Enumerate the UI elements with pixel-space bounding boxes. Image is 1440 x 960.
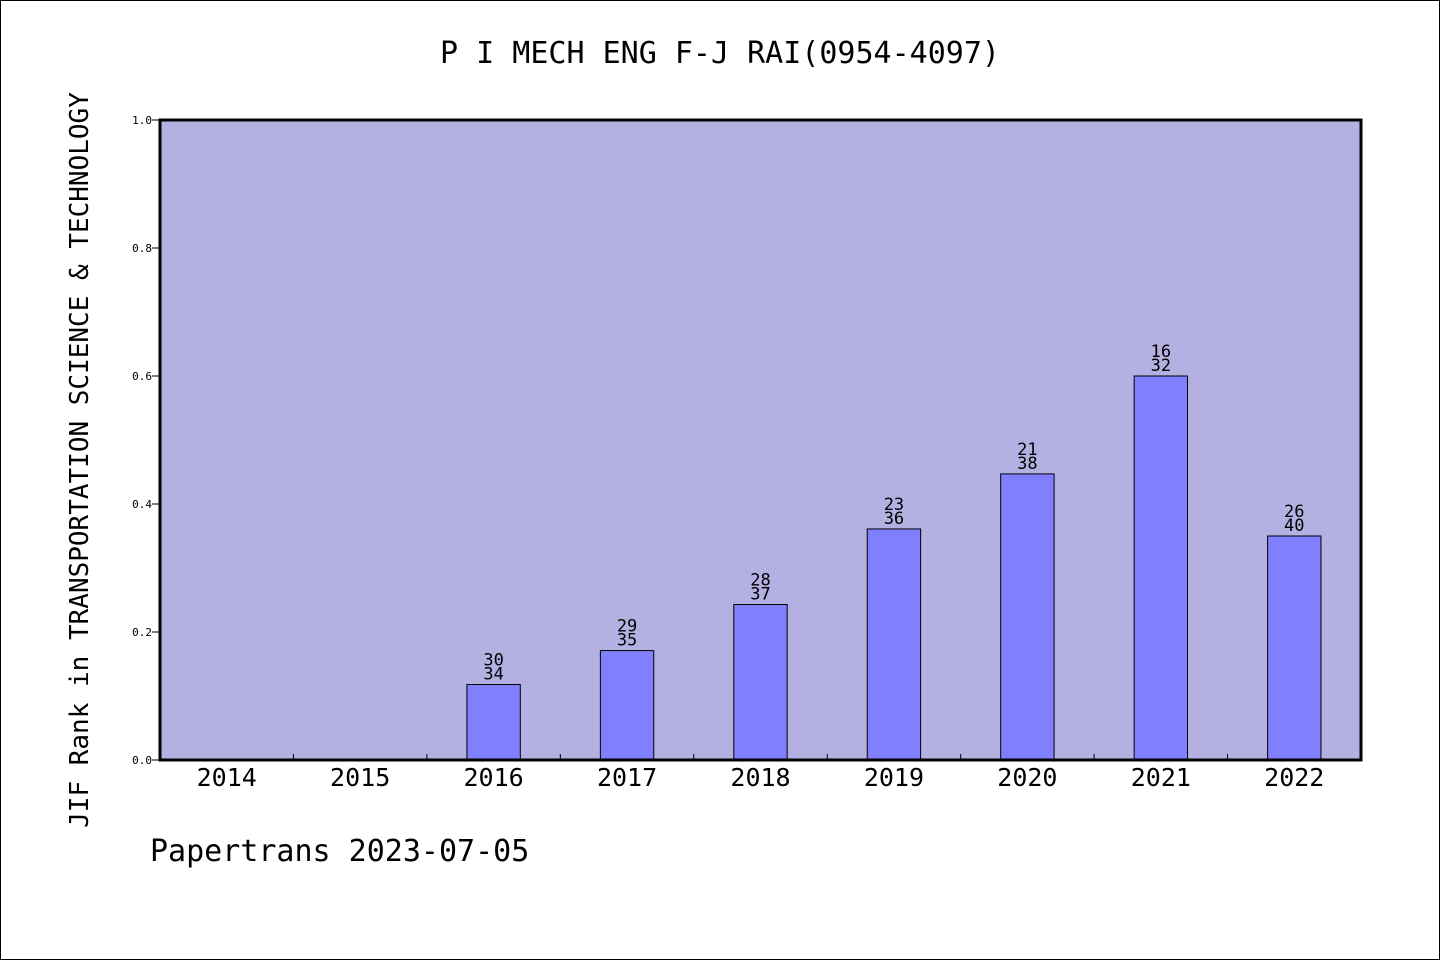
y-tick-label: 0.0 [132, 754, 152, 767]
y-tick-label: 0.8 [132, 242, 152, 255]
x-tick-label: 2020 [997, 763, 1057, 792]
x-tick-label: 2014 [197, 763, 257, 792]
bar-label-rank: 26 [1284, 502, 1304, 522]
bar-label-total: 36 [884, 509, 904, 529]
bar-label-rank: 21 [1017, 440, 1037, 460]
y-tick-label: 0.2 [132, 626, 152, 639]
x-tick-label: 2021 [1131, 763, 1191, 792]
x-tick-label: 2017 [597, 763, 657, 792]
x-tick-label: 2016 [464, 763, 524, 792]
bar-label-total: 38 [1017, 454, 1037, 474]
bar-2020 [1000, 473, 1055, 761]
y-tick-label: 1.0 [132, 114, 152, 127]
bar-label-rank: 29 [617, 617, 637, 637]
bar-label-total: 34 [483, 664, 503, 684]
bar-2018 [733, 603, 788, 761]
y-tick-label: 0.6 [132, 370, 152, 383]
x-tick-label: 2015 [330, 763, 390, 792]
bar-label-rank: 23 [884, 495, 904, 515]
bar-label-rank: 28 [750, 570, 770, 590]
bar-label-total: 35 [617, 631, 637, 651]
bar-2021 [1133, 375, 1189, 761]
bar-label-total: 37 [750, 584, 770, 604]
y-tick-label: 0.4 [132, 498, 152, 511]
bar-2022 [1267, 535, 1322, 761]
x-tick-label: 2022 [1264, 763, 1324, 792]
bar-label-rank: 30 [483, 650, 503, 670]
bar-label-total: 40 [1284, 516, 1304, 536]
plot-border [158, 118, 1363, 762]
bar-label-rank: 16 [1151, 342, 1171, 362]
bar-label-total: 32 [1151, 356, 1171, 376]
bar-2016 [466, 683, 521, 761]
chart-title: P I MECH ENG F-J RAI(0954-4097) [440, 36, 1000, 71]
footer-credit: Papertrans 2023-07-05 [150, 834, 530, 869]
bar-2019 [866, 528, 922, 761]
x-tick-label: 2019 [864, 763, 924, 792]
x-tick-label: 2018 [730, 763, 790, 792]
bar-2017 [599, 650, 655, 761]
